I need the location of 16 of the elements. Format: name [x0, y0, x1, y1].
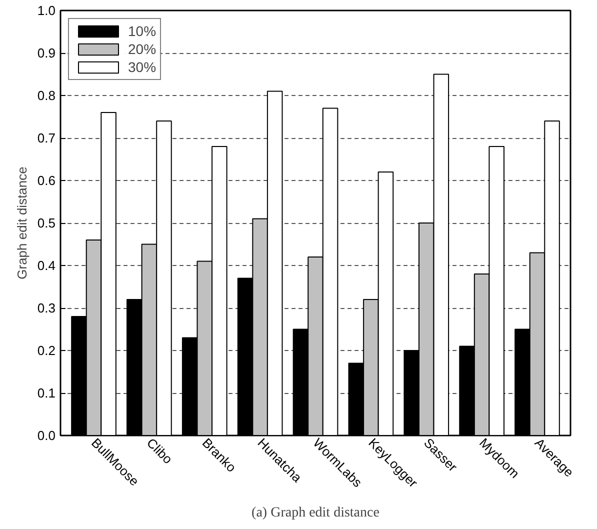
- y-tick-label: 0.3: [37, 300, 56, 316]
- text: (a) Graph edit distance: [252, 506, 380, 520]
- y-tick-label: 0.7: [37, 130, 56, 146]
- legend-label: 10%: [128, 23, 156, 39]
- y-axis-title: Graph edit distance: [14, 166, 30, 280]
- y-tick-label: 0.0: [37, 428, 56, 443]
- legend-label: 30%: [128, 59, 156, 75]
- y-tick-label: 1.0: [37, 3, 56, 18]
- y-tick-label: 0.2: [37, 343, 56, 358]
- y-tick-label: 0.6: [37, 173, 56, 188]
- y-tick-label: 0.4: [37, 258, 56, 273]
- y-tick-label: 0.8: [37, 88, 56, 103]
- y-tick-label: 0.9: [37, 46, 56, 60]
- y-tick-label: 0.1: [37, 386, 56, 400]
- y-tick-label: 0.5: [37, 216, 56, 230]
- legend-label: 20%: [128, 41, 156, 57]
